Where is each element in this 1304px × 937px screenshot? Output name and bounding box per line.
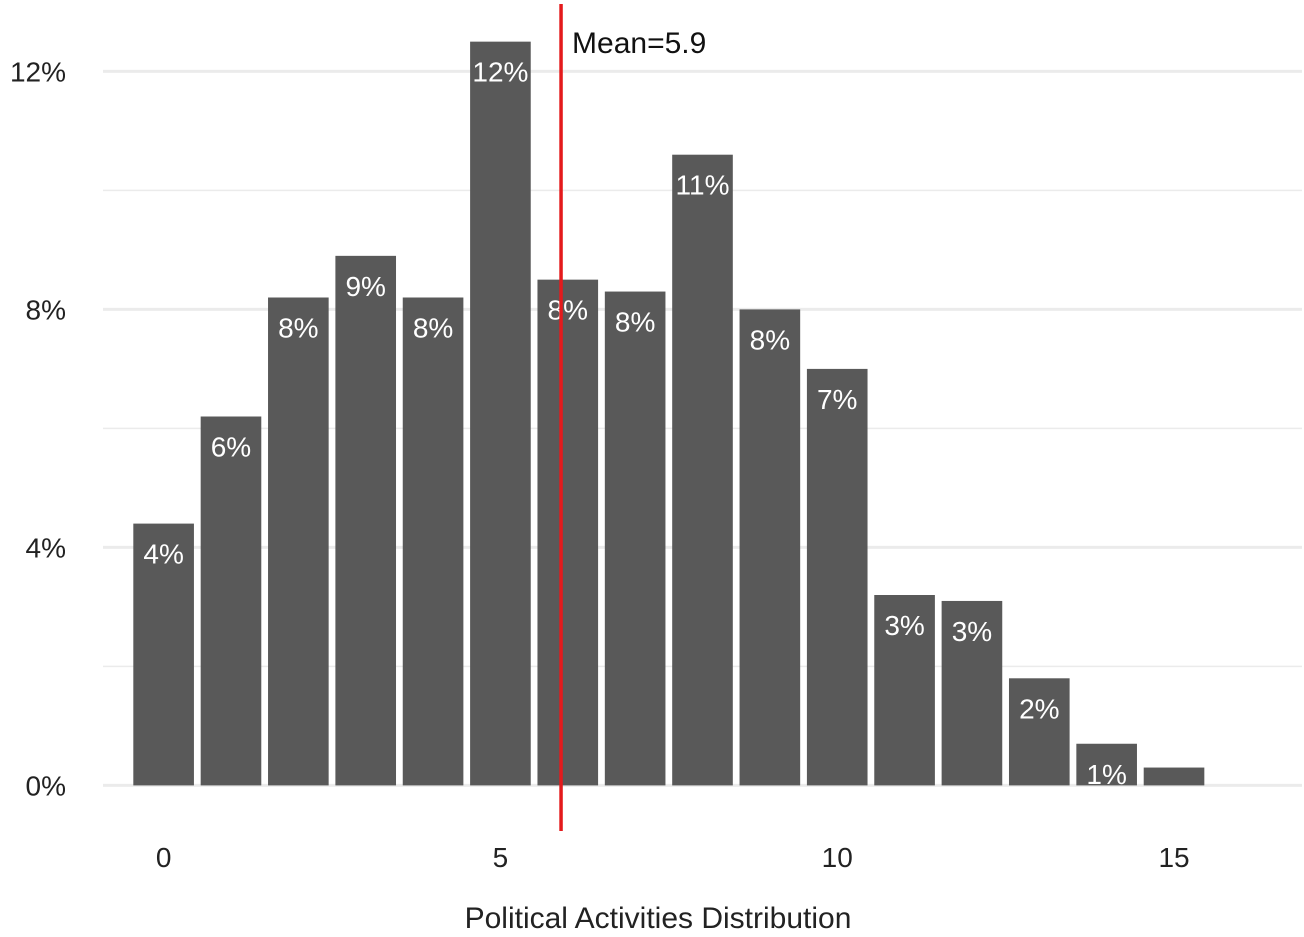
bar-label-2: 8%: [278, 313, 318, 344]
bar-label-6: 8%: [548, 295, 588, 326]
bar-label-13: 2%: [1019, 693, 1059, 724]
bar-11: [874, 595, 935, 786]
bar-label-1: 6%: [211, 432, 251, 463]
bar-7: [604, 291, 666, 786]
bar-0: [133, 523, 194, 786]
bar-label-11: 3%: [884, 610, 924, 641]
bar-label-15: 0%: [1154, 783, 1194, 814]
x-tick-label: 5: [493, 842, 509, 873]
y-tick-label: 8%: [26, 294, 66, 325]
bar-9: [739, 309, 801, 786]
x-tick-label: 10: [822, 842, 853, 873]
bar-label-12: 3%: [952, 616, 992, 647]
bar-12: [941, 600, 1003, 786]
bar-8: [672, 154, 733, 786]
bar-label-5: 12%: [472, 57, 528, 88]
y-tick-label: 0%: [26, 770, 66, 801]
bar-13: [1008, 678, 1070, 786]
bar-labels: 4% 6% 8% 9% 8% 12% 8% 8% 11% 8% 7% 3% 3% 2% 1% 0%: [143, 57, 1194, 814]
mean-label: Mean=5.9: [572, 27, 706, 60]
y-tick-label: 12%: [10, 56, 66, 87]
bar-2: [268, 297, 329, 786]
bar-10: [806, 368, 868, 786]
bar-label-8: 11%: [676, 170, 730, 201]
x-tick-label: 15: [1158, 842, 1189, 873]
bar-label-4: 8%: [413, 313, 453, 344]
x-tick-label: 0: [156, 842, 172, 873]
bar-label-14: 1%: [1086, 759, 1126, 790]
bar-label-9: 8%: [750, 324, 790, 355]
bar-series: [133, 41, 1205, 786]
x-axis-title: Political Activities Distribution: [465, 902, 852, 935]
bar-3: [335, 255, 397, 786]
bar-4: [402, 297, 464, 786]
bar-6: [537, 279, 599, 786]
bar-5: [470, 41, 531, 786]
y-axis-ticks: 0% 4% 8% 12%: [10, 56, 66, 801]
x-axis-ticks: 0 5 10 15: [156, 842, 1190, 873]
bar-label-0: 4%: [143, 539, 183, 570]
y-tick-label: 4%: [26, 532, 66, 563]
mean-marker: Mean=5.9: [559, 4, 706, 831]
bar-label-7: 8%: [615, 307, 655, 338]
bar-1: [200, 416, 262, 786]
bar-14: [1076, 743, 1137, 786]
bar-label-3: 9%: [345, 271, 385, 302]
bar-15: [1143, 767, 1205, 786]
bar-label-10: 7%: [817, 384, 857, 415]
